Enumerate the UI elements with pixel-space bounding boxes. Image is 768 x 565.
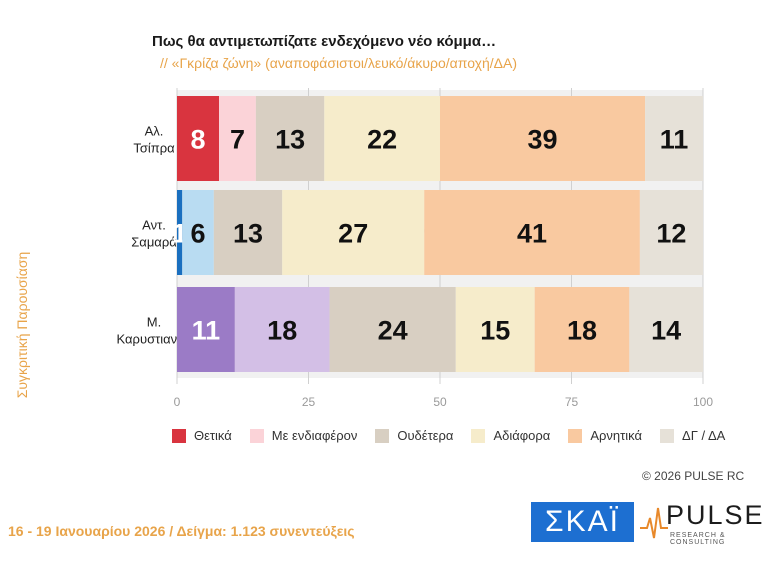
bar-segment: [424, 190, 640, 275]
data-label: 7: [230, 125, 245, 155]
pulse-wave-icon: [640, 507, 668, 539]
chart-legend: Θετικά Με ενδιαφέρον Ουδέτερα Αδιάφορα Αρνητ…: [172, 428, 725, 443]
pulse-logo-name: PULSE: [666, 500, 765, 530]
category-label: Αλ.: [145, 124, 164, 139]
category-label: Μ.: [147, 315, 161, 330]
pulse-logo-tag: RESEARCH & CONSULTING: [670, 532, 726, 546]
bar-segment: [329, 287, 456, 372]
category-label: Τσίπρα: [133, 141, 175, 156]
data-label: 27: [338, 219, 368, 249]
legend-swatch: [249, 428, 264, 443]
bar-segment: [219, 96, 256, 181]
data-label: 15: [480, 316, 510, 346]
bar-segment: [177, 287, 235, 372]
legend-item: Αρνητικά: [568, 428, 642, 443]
legend-swatch: [375, 428, 390, 443]
data-label: 12: [656, 219, 686, 249]
chart-title: Πως θα αντιμετωπίζατε ενδεχόμενο νέο κόμ…: [152, 33, 497, 50]
legend-swatch: [568, 428, 583, 443]
legend-label: Ουδέτερα: [397, 428, 454, 443]
legend-item: Θετικά: [172, 428, 232, 443]
bar-segment: [629, 287, 703, 372]
data-label: 18: [567, 316, 597, 346]
legend-label: ΔΓ / ΔΑ: [682, 428, 726, 443]
skai-logo: ΣΚΑΪ: [531, 502, 634, 542]
data-label: 6: [191, 219, 206, 249]
bar-segment: [234, 287, 330, 372]
x-tick-label: 25: [302, 395, 316, 409]
legend-item: Αδιάφορα: [471, 428, 550, 443]
data-label: 14: [651, 316, 681, 346]
legend-label: Θετικά: [194, 428, 232, 443]
bar-segment: [177, 190, 183, 275]
data-label: 39: [528, 125, 558, 155]
legend-label: Αρνητικά: [590, 428, 643, 443]
bar-segment: [282, 190, 425, 275]
chart-subtitle: // «Γκρίζα ζώνη» (αναποφάσιστοι/λευκό/άκ…: [160, 55, 517, 71]
x-tick-label: 75: [565, 395, 579, 409]
bar-segment: [324, 96, 440, 181]
data-label: 13: [275, 125, 305, 155]
bar-segment: [455, 287, 535, 372]
bar-segment: [645, 96, 703, 181]
pulse-logo: PULSE RESEARCH & CONSULTING: [640, 500, 763, 546]
copyright: © 2026 PULSE RC: [642, 469, 745, 483]
x-tick-label: 50: [433, 395, 447, 409]
data-label: 22: [367, 125, 397, 155]
category-label: Αντ.: [142, 218, 166, 233]
data-label: 13: [233, 219, 263, 249]
category-label: Σαμαρά: [131, 235, 177, 250]
bar-segment: [213, 190, 283, 275]
legend-item: Με ενδιαφέρον: [249, 428, 358, 443]
legend-swatch: [660, 428, 675, 443]
data-label: 11: [192, 316, 221, 346]
category-label: Καρυστιανού: [117, 332, 192, 347]
data-label: 24: [378, 316, 408, 346]
bar-segment: [639, 190, 703, 275]
x-tick-label: 100: [693, 395, 713, 409]
legend-swatch: [471, 428, 486, 443]
legend-label: Με ενδιαφέρον: [271, 428, 358, 443]
legend-label: Αδιάφορα: [493, 428, 551, 443]
legend-swatch: [172, 428, 186, 443]
bar-segment: [440, 96, 646, 181]
data-label: 11: [660, 125, 689, 155]
legend-item: Ουδέτερα: [375, 428, 453, 443]
data-label: 41: [517, 219, 547, 249]
bar-segment: [177, 96, 220, 181]
legend-item: ΔΓ / ΔΑ: [660, 428, 725, 443]
data-label: 8: [191, 125, 206, 155]
bar-segment: [534, 287, 630, 372]
data-label: 18: [267, 316, 297, 346]
x-tick-label: 0: [174, 395, 181, 409]
survey-footer: 16 - 19 Ιανουαρίου 2026 / Δείγμα: 1.123 …: [8, 523, 355, 539]
bar-segment: [255, 96, 325, 181]
bar-segment: [182, 190, 214, 275]
